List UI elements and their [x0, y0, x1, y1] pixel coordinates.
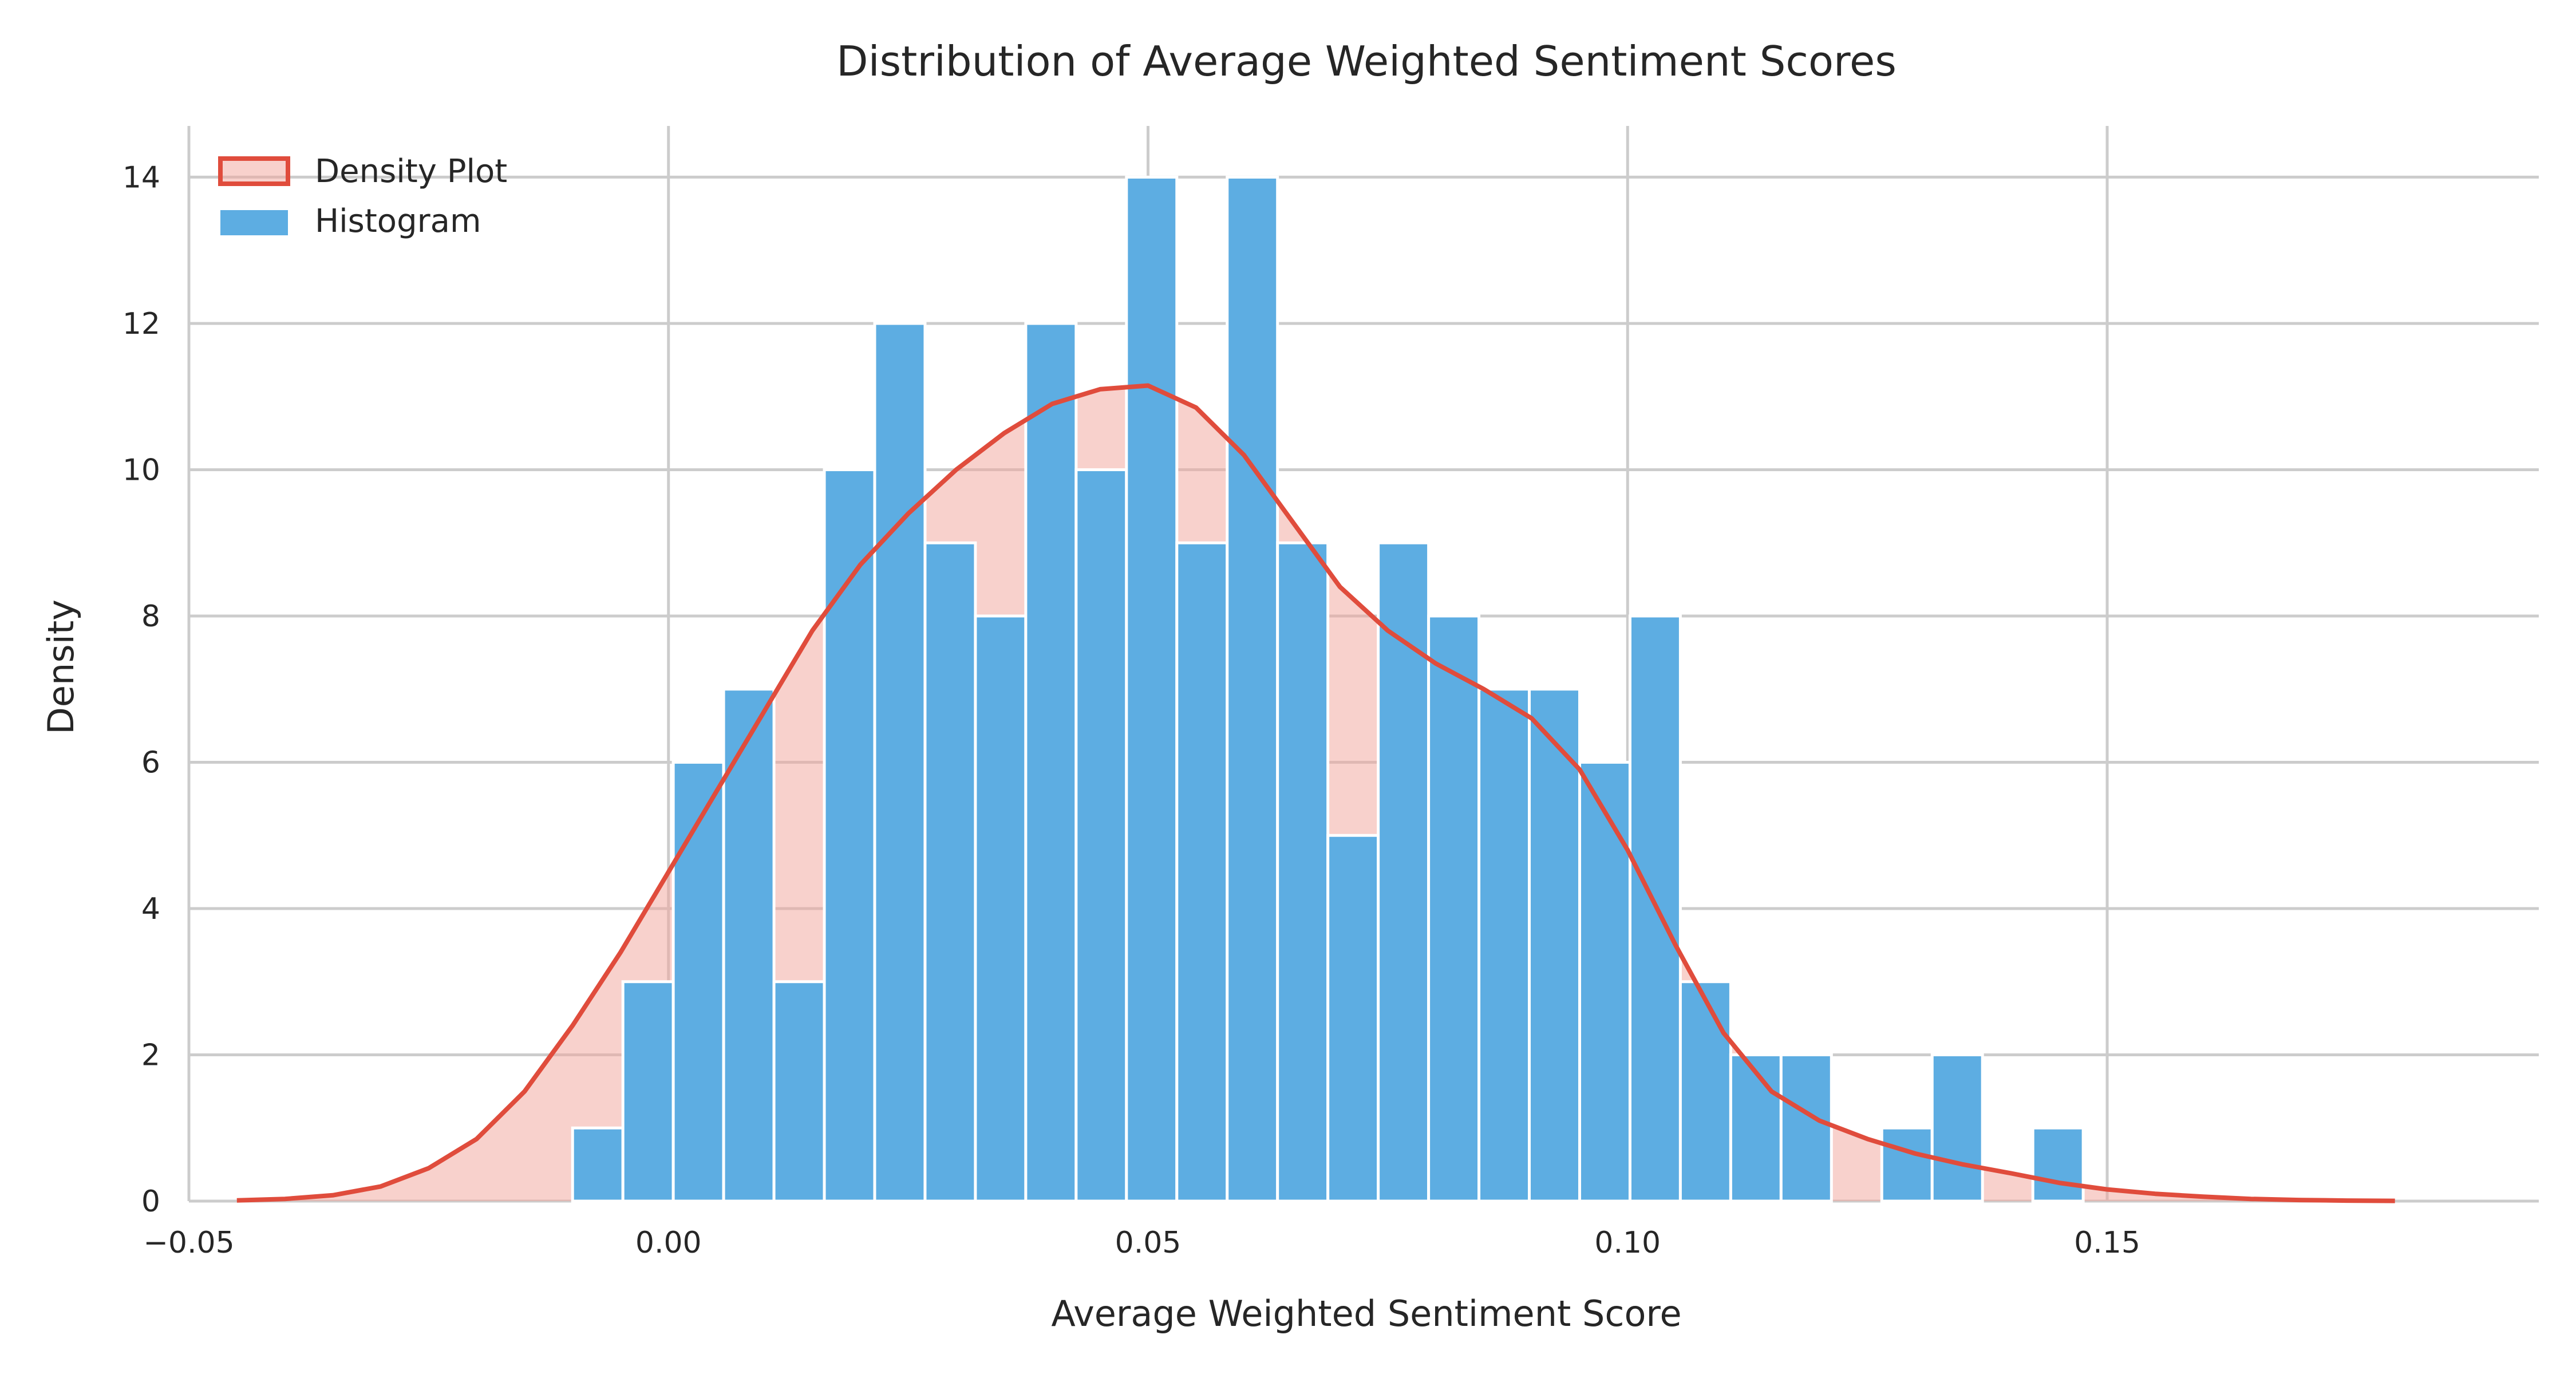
x-tick-label: 0.05: [1115, 1226, 1182, 1260]
histogram-bar: [1175, 541, 1229, 1203]
histogram-bars: [571, 175, 2085, 1203]
y-tick-label: 0: [141, 1185, 160, 1219]
histogram-bar: [1326, 834, 1380, 1203]
histogram-bar: [1427, 614, 1481, 1203]
x-tick-labels: −0.05 0.00 0.05 0.10 0.15: [143, 1226, 2140, 1260]
histogram-bar: [1226, 175, 1279, 1203]
histogram-bar: [1125, 175, 1179, 1203]
histogram-bar: [1528, 688, 1581, 1203]
density-line: [236, 383, 2395, 1203]
y-tick-labels: 0 2 4 6 8 10 12 14: [123, 160, 160, 1219]
histogram-bar: [772, 980, 826, 1203]
histogram-bar: [1678, 980, 1732, 1203]
y-tick-label: 4: [141, 892, 160, 926]
histogram-bar: [2031, 1126, 2085, 1203]
histogram-bar: [1477, 688, 1531, 1203]
histogram-bar: [671, 760, 725, 1203]
y-tick-label: 8: [141, 599, 160, 634]
histogram-bar: [974, 614, 1028, 1203]
legend-label-histogram: Histogram: [315, 203, 481, 240]
histogram-bar: [1779, 1053, 1833, 1203]
x-tick-label: 0.00: [635, 1226, 702, 1260]
y-tick-label: 2: [141, 1038, 160, 1072]
density-curve: [236, 383, 2395, 1203]
histogram-bar: [1578, 760, 1631, 1203]
histogram-bar: [1729, 1053, 1783, 1203]
x-tick-label: −0.05: [143, 1226, 234, 1260]
histogram-bar: [722, 688, 776, 1203]
x-tick-label: 0.15: [2074, 1226, 2140, 1260]
histogram-bar: [1880, 1126, 1934, 1203]
chart-title: Distribution of Average Weighted Sentime…: [836, 37, 1897, 85]
histogram-bar: [1276, 541, 1330, 1203]
histogram-bar: [923, 541, 977, 1203]
histogram-bar: [571, 1126, 625, 1203]
y-tick-label: 10: [123, 453, 160, 487]
legend-label-density: Density Plot: [315, 153, 507, 190]
y-tick-label: 12: [123, 307, 160, 341]
histogram-bar: [873, 322, 927, 1203]
y-axis-label: Density: [40, 599, 82, 735]
legend-swatch-histogram: [220, 210, 288, 235]
histogram-bar: [1074, 468, 1128, 1203]
x-tick-label: 0.10: [1594, 1226, 1661, 1260]
histogram-bar: [1930, 1053, 1984, 1203]
y-tick-label: 14: [123, 160, 160, 195]
y-tick-label: 6: [141, 745, 160, 780]
legend: Density Plot Histogram: [218, 153, 507, 240]
histogram-bar: [621, 980, 675, 1203]
x-axis-label: Average Weighted Sentiment Score: [1051, 1293, 1681, 1334]
histogram-bar: [1024, 322, 1078, 1203]
legend-swatch-density: [218, 156, 290, 186]
